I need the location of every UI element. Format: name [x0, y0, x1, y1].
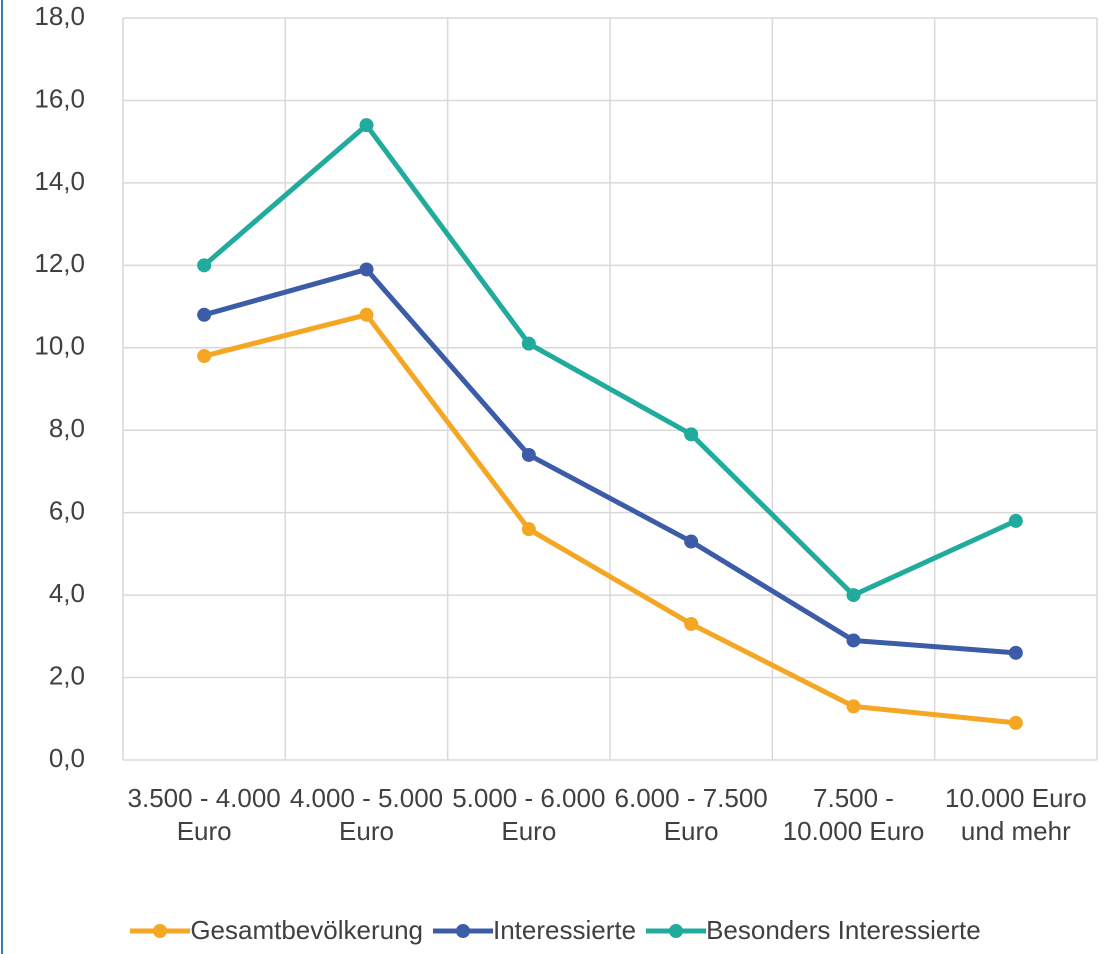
point	[1008, 513, 1023, 528]
x-tick-label: 5.000 - 6.000 Euro	[452, 783, 606, 846]
x-tick-label: 6.000 - 7.500 Euro	[614, 783, 768, 846]
y-tick-label: 2,0	[49, 660, 85, 690]
point	[197, 349, 212, 364]
point	[359, 307, 374, 322]
legend-dot	[669, 923, 684, 938]
legend-entry: Interessierte	[433, 915, 636, 946]
legend-dot	[456, 923, 470, 938]
point	[359, 118, 374, 133]
point	[521, 522, 536, 537]
point	[846, 633, 861, 648]
point	[684, 427, 699, 442]
point	[521, 336, 536, 351]
legend-icon	[646, 923, 707, 938]
legend-label: Interessierte	[493, 915, 637, 945]
legend-entry: Gesamtbevölkerung	[130, 915, 423, 946]
y-tick-label: 8,0	[49, 413, 85, 443]
y-tick-label: 18,0	[34, 1, 85, 31]
legend-icon	[130, 923, 191, 938]
point	[197, 307, 212, 322]
point	[1008, 715, 1023, 730]
point	[684, 534, 699, 549]
series-line	[203, 266, 1017, 656]
y-tick-label: 4,0	[49, 578, 85, 608]
legend-entry: Besonders Interessierte	[646, 915, 981, 946]
legend-label: Gesamtbevölkerung	[190, 915, 423, 945]
point	[684, 616, 699, 631]
y-tick-label: 6,0	[49, 496, 85, 526]
x-tick-label: 4.000 - 5.000 Euro	[289, 783, 444, 846]
y-tick-label: 0,0	[49, 743, 85, 773]
point	[521, 447, 536, 462]
point	[197, 258, 212, 273]
series-line	[203, 312, 1017, 726]
x-tick-label: 7.500 - 10.000 Euro	[782, 783, 925, 846]
x-tick-label: 3.500 - 4.000 Euro	[127, 783, 281, 846]
series-line	[202, 122, 1017, 598]
y-tick-label: 16,0	[34, 83, 85, 113]
x-tick-label: 10.000 Euro und mehr	[944, 783, 1087, 846]
legend: Gesamtbevölkerung Interessierte Besonders …	[0, 915, 1111, 946]
legend-dot	[153, 923, 168, 938]
legend-label: Besonders Interessierte	[706, 915, 981, 945]
legend-icon	[433, 923, 493, 938]
y-tick-label: 14,0	[34, 166, 85, 196]
y-tick-label: 10,0	[34, 331, 85, 361]
point	[359, 262, 374, 277]
point	[1008, 645, 1023, 660]
point	[846, 588, 861, 603]
y-tick-label: 12,0	[34, 248, 85, 278]
point	[846, 699, 861, 714]
